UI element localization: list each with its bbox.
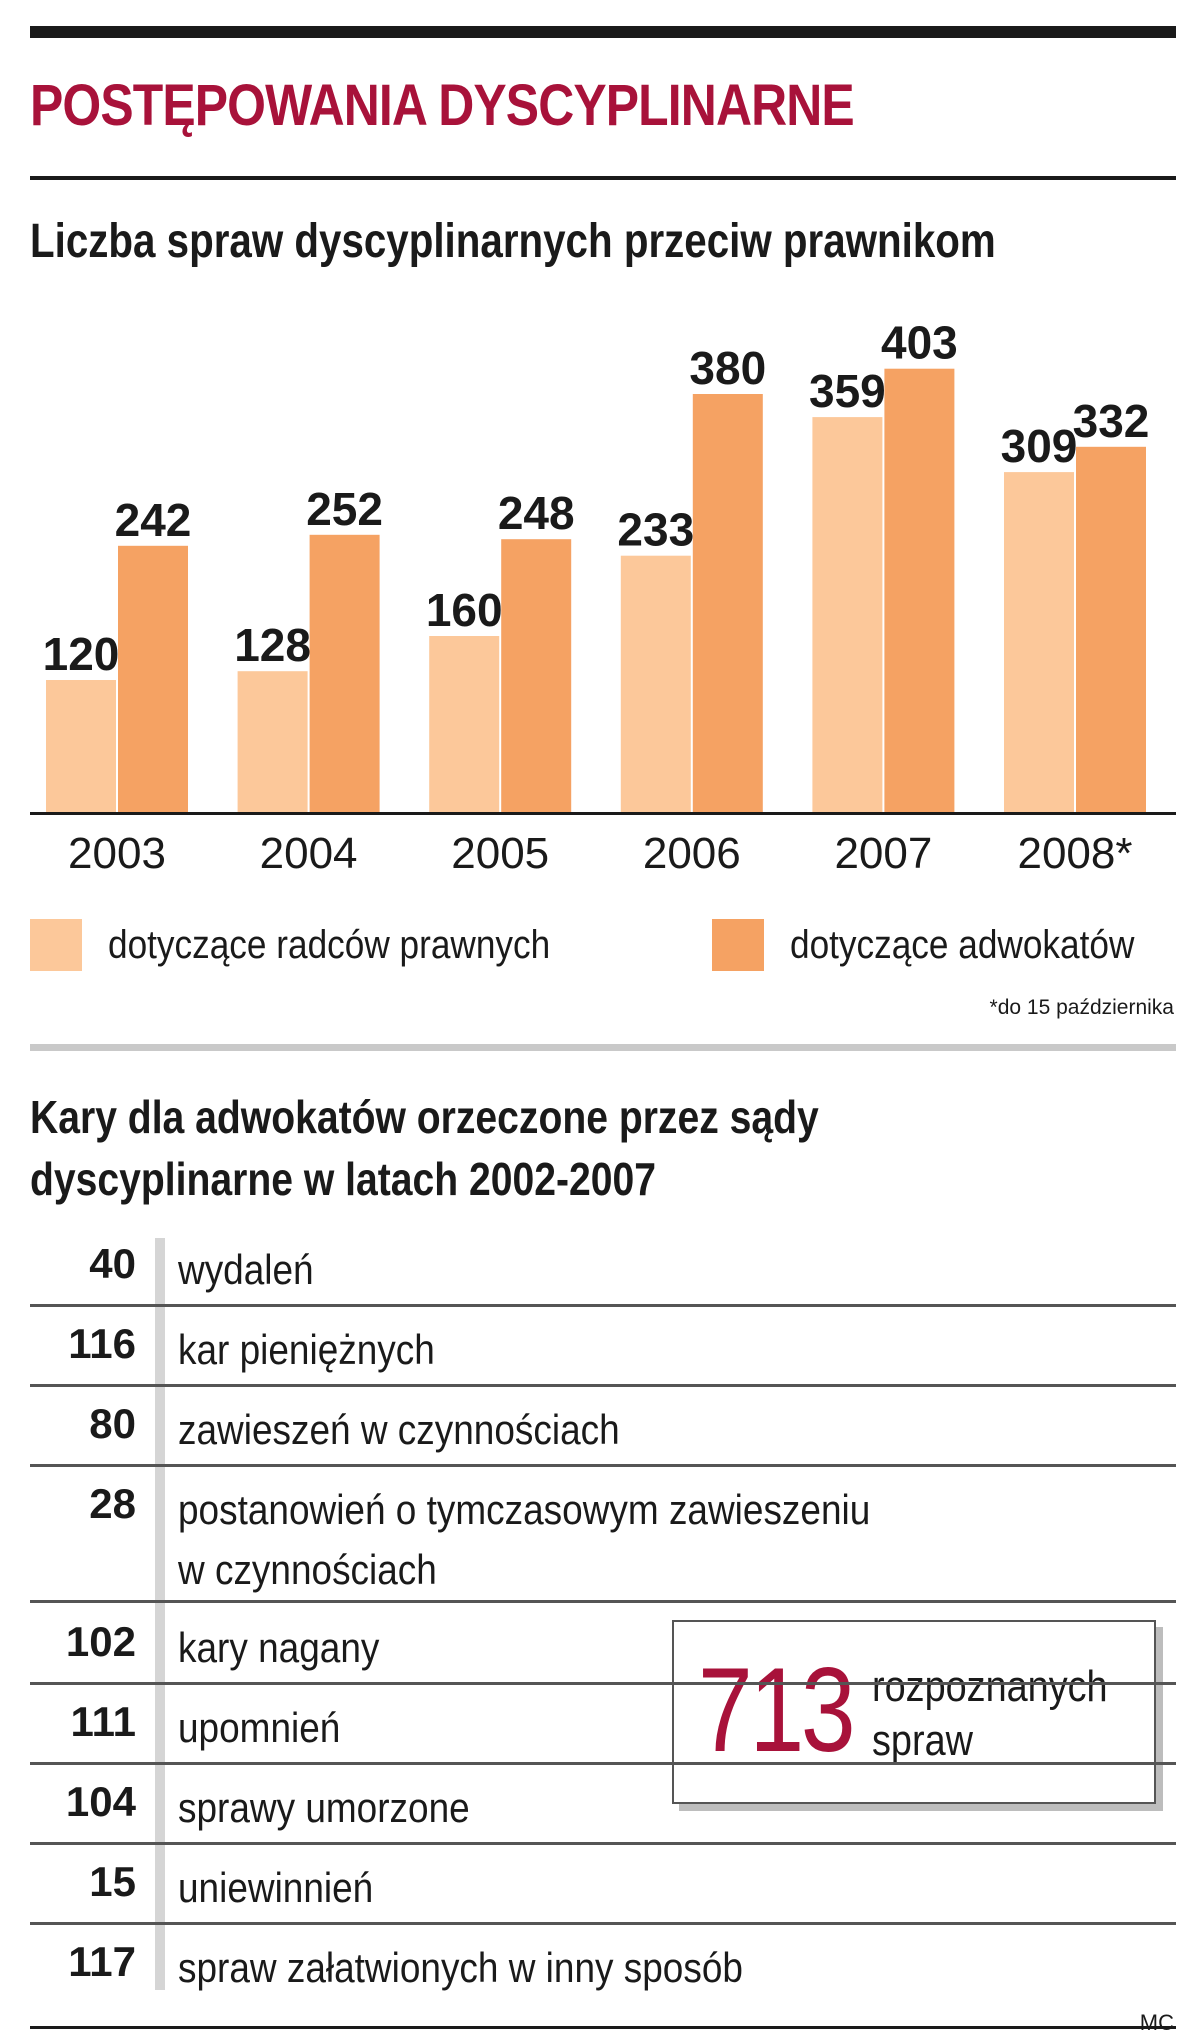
row-label: zawieszeń w czynnościach — [178, 1406, 620, 1453]
row-separator — [30, 1842, 1176, 1845]
bar-adwokaci-2007 — [884, 368, 955, 812]
bar-value-label: 332 — [1073, 395, 1150, 447]
bar-adwokaci-2006 — [692, 394, 763, 812]
row-label: uniewinnień — [178, 1864, 374, 1911]
bar-value-label: 160 — [426, 584, 503, 636]
category-label: 2007 — [834, 829, 932, 878]
legend-swatch-radcy — [30, 919, 82, 971]
row-label: kary nagany — [178, 1624, 380, 1671]
bar-value-label: 403 — [881, 317, 958, 369]
row-separator — [30, 1922, 1176, 1925]
title-rule — [30, 176, 1176, 180]
bar-radcy-2003 — [46, 680, 116, 812]
bar-value-label: 120 — [43, 628, 120, 680]
legend-label-radcy: dotyczące radców prawnych — [108, 922, 551, 967]
bar-value-label: 359 — [809, 365, 886, 417]
row-value: 111 — [70, 1698, 136, 1745]
total-box: 713 rozpoznanych spraw — [672, 1620, 1156, 1804]
bar-adwokaci-2008 — [1076, 446, 1146, 812]
row-value: 15 — [89, 1858, 136, 1905]
row-value: 28 — [89, 1480, 136, 1527]
bar-radcy-2005 — [429, 636, 500, 812]
category-label: 2003 — [68, 829, 166, 878]
credit: MC — [1139, 2010, 1174, 2035]
top-rule — [30, 26, 1176, 38]
chart-title: Liczba spraw dyscyplinarnych przeciw pra… — [30, 215, 996, 268]
row-value: 104 — [65, 1778, 136, 1825]
legend-item-radcy: dotyczące radców prawnych — [30, 918, 610, 972]
bar-value-label: 252 — [306, 483, 383, 535]
bar-adwokaci-2004 — [309, 534, 380, 812]
row-value: 117 — [68, 1938, 136, 1985]
row-label: upomnień — [178, 1704, 341, 1751]
row-value: 80 — [89, 1400, 136, 1447]
row-separator — [30, 1600, 1176, 1603]
legend-swatch-adwokaci — [712, 919, 764, 971]
section2-title-text: Kary dla adwokatów orzeczone przez sądy … — [30, 1091, 819, 1205]
bar-value-label: 242 — [115, 494, 192, 546]
row-label: wydaleń — [178, 1246, 314, 1293]
row-separator — [30, 1384, 1176, 1387]
category-label: 2006 — [643, 829, 741, 878]
category-label: 2004 — [260, 829, 358, 878]
section2-title: Kary dla adwokatów orzeczone przez sądy … — [30, 1086, 819, 1210]
legend-label-adwokaci: dotyczące adwokatów — [790, 922, 1135, 967]
category-label: 2005 — [451, 829, 549, 878]
row-label: postanowień o tymczasowym zawieszeniu w … — [178, 1486, 871, 1593]
row-value: 102 — [65, 1618, 136, 1665]
footnote: *do 15 października — [989, 996, 1174, 1019]
bottom-rule — [30, 2026, 1176, 2029]
bar-radcy-2008 — [1004, 472, 1074, 812]
bar-value-label: 380 — [689, 342, 766, 394]
row-separator — [30, 1762, 1176, 1765]
bar-value-label: 128 — [234, 619, 311, 671]
row-value: 116 — [68, 1320, 136, 1367]
main-title: POSTĘPOWANIA DYSCYPLINARNE — [30, 73, 855, 138]
total-label: rozpoznanych spraw — [872, 1662, 1108, 1765]
row-separator — [30, 1682, 1176, 1685]
category-label: 2008* — [1017, 829, 1132, 878]
list-vertical-divider — [155, 1238, 165, 1990]
bar-radcy-2007 — [812, 417, 883, 812]
bar-radcy-2006 — [620, 555, 691, 812]
bar-value-label: 233 — [617, 504, 694, 556]
bar-radcy-2004 — [237, 671, 308, 812]
total-value: 713 — [698, 1643, 856, 1777]
row-label: sprawy umorzone — [178, 1784, 470, 1831]
bar-adwokaci-2005 — [501, 539, 572, 812]
bar-value-label: 309 — [1001, 420, 1078, 472]
row-value: 40 — [89, 1240, 136, 1287]
bar-chart: 120 242 2003 128 252 2004 160 248 2005 233 380 2006… — [30, 317, 1176, 878]
section-divider — [30, 1044, 1176, 1051]
legend-item-adwokaci: dotyczące adwokatów — [712, 918, 1181, 972]
row-separator — [30, 1304, 1176, 1307]
row-separator — [30, 1464, 1176, 1467]
bar-value-label: 248 — [498, 487, 575, 539]
row-label: spraw załatwionych w inny sposób — [178, 1944, 743, 1991]
row-label: kar pieniężnych — [178, 1326, 435, 1373]
bar-adwokaci-2003 — [118, 545, 188, 812]
